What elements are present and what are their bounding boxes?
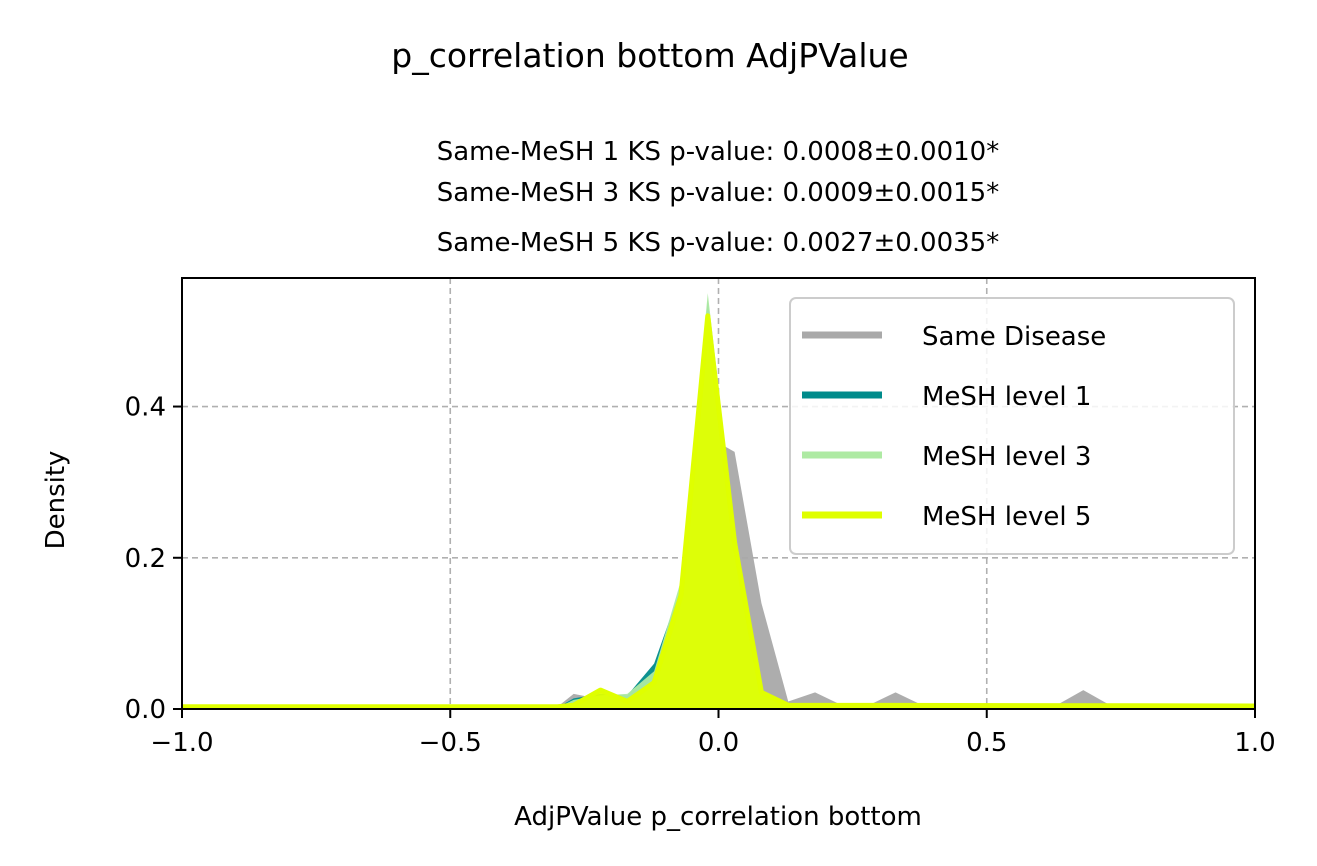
legend-label-mesh-level-1: MeSH level 1 (922, 382, 1091, 412)
x-tick-label: −0.5 (419, 728, 482, 758)
x-axis-label: AdjPValue p_correlation bottom (514, 802, 922, 832)
chart-subtitle-line-3: Same-MeSH 5 KS p-value: 0.0027±0.0035* (437, 228, 999, 258)
ticks-layer: −1.0 −0.5 0.0 0.5 1.0 0.0 0.2 0.4 (125, 393, 1276, 758)
series-layer (182, 293, 1256, 710)
density-area-mesh-level-5 (182, 315, 1255, 709)
chart-subtitle-line-2: Same-MeSH 3 KS p-value: 0.0009±0.0015* (437, 178, 999, 208)
x-tick-label: −1.0 (150, 728, 213, 758)
legend-label-same-disease: Same Disease (922, 322, 1106, 352)
chart-subtitle-line-1: Same-MeSH 1 KS p-value: 0.0008±0.0010* (437, 137, 999, 167)
legend-label-mesh-level-5: MeSH level 5 (922, 502, 1091, 532)
x-tick-label: 1.0 (1234, 728, 1275, 758)
chart-suptitle: p_correlation bottom AdjPValue (391, 36, 908, 75)
y-tick-label: 0.0 (125, 695, 166, 725)
y-tick-label: 0.4 (125, 393, 166, 423)
density-line-mesh-level-5 (182, 313, 1256, 710)
legend: Same Disease MeSH level 1 MeSH level 3 M… (789, 297, 1235, 555)
y-axis-label: Density (41, 451, 71, 550)
x-tick-label: 0.0 (698, 728, 739, 758)
y-tick-label: 0.2 (125, 544, 166, 574)
legend-label-mesh-level-3: MeSH level 3 (922, 442, 1091, 472)
x-tick-label: 0.5 (966, 728, 1007, 758)
legend-box (789, 297, 1235, 555)
